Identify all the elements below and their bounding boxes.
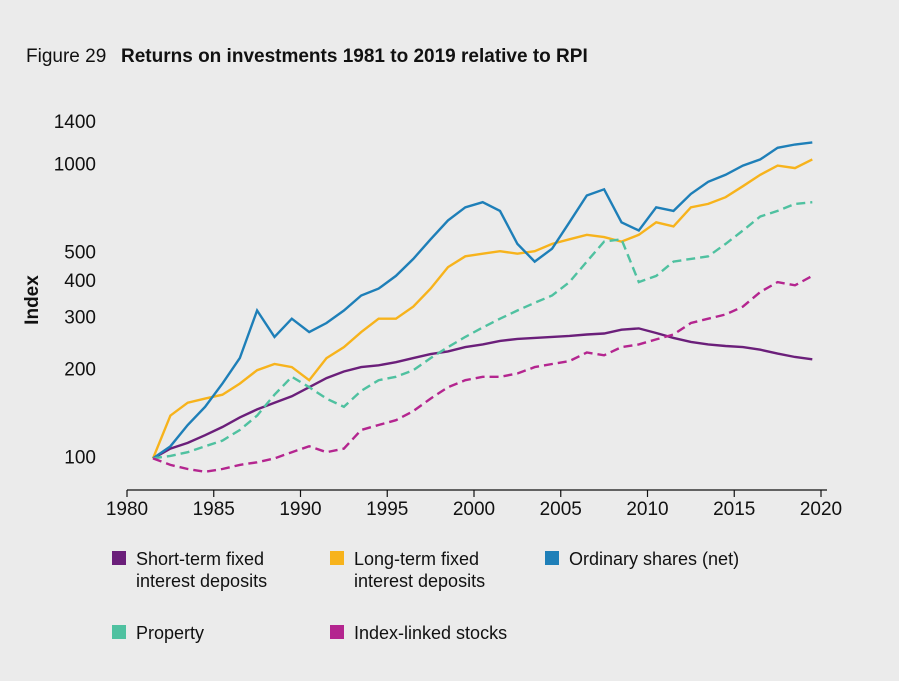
chart: Figure 29 Returns on investments 1981 to… <box>22 46 842 520</box>
series-line <box>151 158 813 459</box>
legend-swatch <box>112 625 126 639</box>
x-tick-label: 1990 <box>279 499 321 520</box>
x-tick-label: 1985 <box>193 499 235 520</box>
legend-label: Property <box>136 623 205 643</box>
y-tick-label: 200 <box>64 359 96 380</box>
y-tick-label: 400 <box>64 271 96 292</box>
y-tick-label: 500 <box>64 243 96 264</box>
x-tick-label: 1980 <box>106 499 148 520</box>
legend-label: Long-term fixed interest deposits <box>354 549 486 591</box>
x-tick-label: 2015 <box>713 499 755 520</box>
series-line <box>152 201 813 460</box>
legend-swatch <box>330 625 344 639</box>
legend-label: Index-linked stocks <box>354 623 508 643</box>
x-tick-label: 1995 <box>366 499 408 520</box>
legend-item: Short-term fixed interest deposits <box>112 548 296 592</box>
y-axis-label: Index <box>22 275 43 325</box>
series-line <box>152 327 813 460</box>
legend-swatch <box>112 551 126 565</box>
legend-item: Property <box>112 622 296 644</box>
figure-label: Figure 29 <box>26 46 106 67</box>
y-tick-label: 300 <box>64 308 96 329</box>
x-tick-label: 2010 <box>626 499 668 520</box>
legend-swatch <box>330 551 344 565</box>
legend-item: Ordinary shares (net) <box>545 548 789 570</box>
x-tick-label: 2020 <box>800 499 842 520</box>
x-tick-label: 2000 <box>453 499 495 520</box>
legend-swatch <box>545 551 559 565</box>
legend-item: Index-linked stocks <box>330 622 514 644</box>
series-line <box>152 141 813 460</box>
y-tick-label: 100 <box>64 447 96 468</box>
legend-label: Short-term fixed interest deposits <box>136 549 268 591</box>
chart-title: Returns on investments 1981 to 2019 rela… <box>121 46 588 67</box>
series-line <box>152 274 813 474</box>
y-tick-label: 1400 <box>54 112 96 133</box>
y-tick-label: 1000 <box>54 155 96 176</box>
legend-item: Long-term fixed interest deposits <box>330 548 514 592</box>
x-tick-label: 2005 <box>540 499 582 520</box>
legend-label: Ordinary shares (net) <box>569 549 740 569</box>
